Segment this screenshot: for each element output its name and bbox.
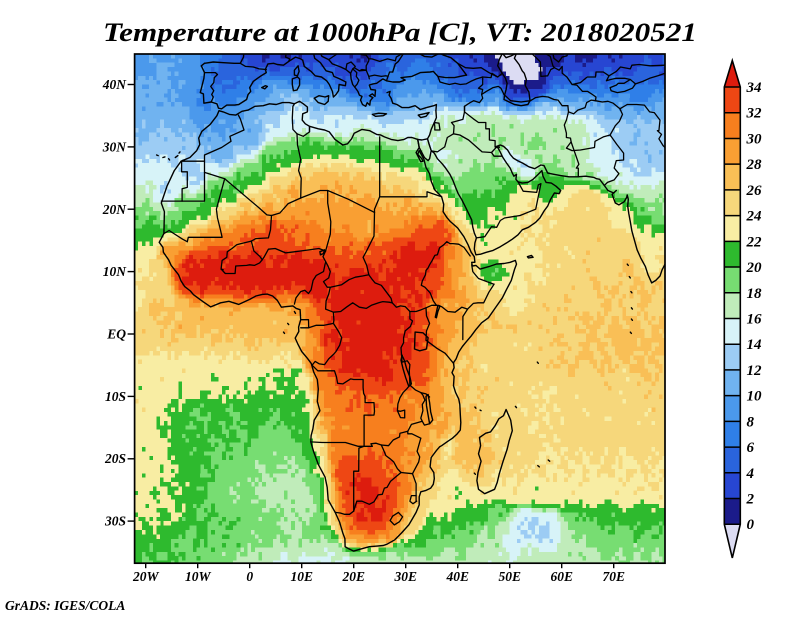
svg-text:30S: 30S — [104, 514, 126, 529]
svg-text:10W: 10W — [185, 569, 212, 584]
svg-text:28: 28 — [746, 157, 763, 173]
svg-text:GrADS: IGES/COLA: GrADS: IGES/COLA — [5, 598, 125, 613]
svg-text:10N: 10N — [103, 264, 128, 279]
svg-text:22: 22 — [746, 234, 763, 250]
svg-text:60E: 60E — [550, 569, 573, 584]
svg-text:10E: 10E — [290, 569, 313, 584]
svg-text:0: 0 — [747, 517, 755, 533]
svg-text:20: 20 — [746, 260, 763, 276]
svg-text:24: 24 — [746, 209, 763, 225]
svg-text:EQ: EQ — [106, 327, 126, 342]
svg-text:18: 18 — [747, 286, 763, 302]
svg-text:20N: 20N — [102, 202, 128, 217]
svg-text:40N: 40N — [102, 77, 128, 92]
svg-text:2: 2 — [746, 492, 755, 508]
svg-text:Temperature at 1000hPa [C], VT: Temperature at 1000hPa [C], VT: 20180205… — [103, 18, 697, 47]
svg-text:20W: 20W — [132, 569, 160, 584]
svg-text:26: 26 — [746, 183, 763, 199]
svg-text:30N: 30N — [102, 139, 128, 154]
svg-text:34: 34 — [746, 80, 763, 96]
svg-text:10: 10 — [747, 389, 763, 405]
svg-text:30E: 30E — [393, 569, 417, 584]
svg-text:0: 0 — [246, 569, 253, 584]
svg-text:40E: 40E — [445, 569, 469, 584]
svg-text:20E: 20E — [341, 569, 365, 584]
svg-text:8: 8 — [747, 414, 755, 430]
svg-text:12: 12 — [747, 363, 763, 379]
svg-text:50E: 50E — [498, 569, 521, 584]
svg-text:6: 6 — [747, 440, 755, 456]
svg-text:14: 14 — [747, 337, 763, 353]
svg-text:70E: 70E — [602, 569, 625, 584]
svg-text:16: 16 — [747, 311, 763, 327]
svg-text:20S: 20S — [104, 451, 126, 466]
svg-text:32: 32 — [746, 106, 763, 122]
svg-text:30: 30 — [746, 131, 763, 147]
svg-text:4: 4 — [746, 466, 755, 482]
svg-text:10S: 10S — [105, 389, 126, 404]
